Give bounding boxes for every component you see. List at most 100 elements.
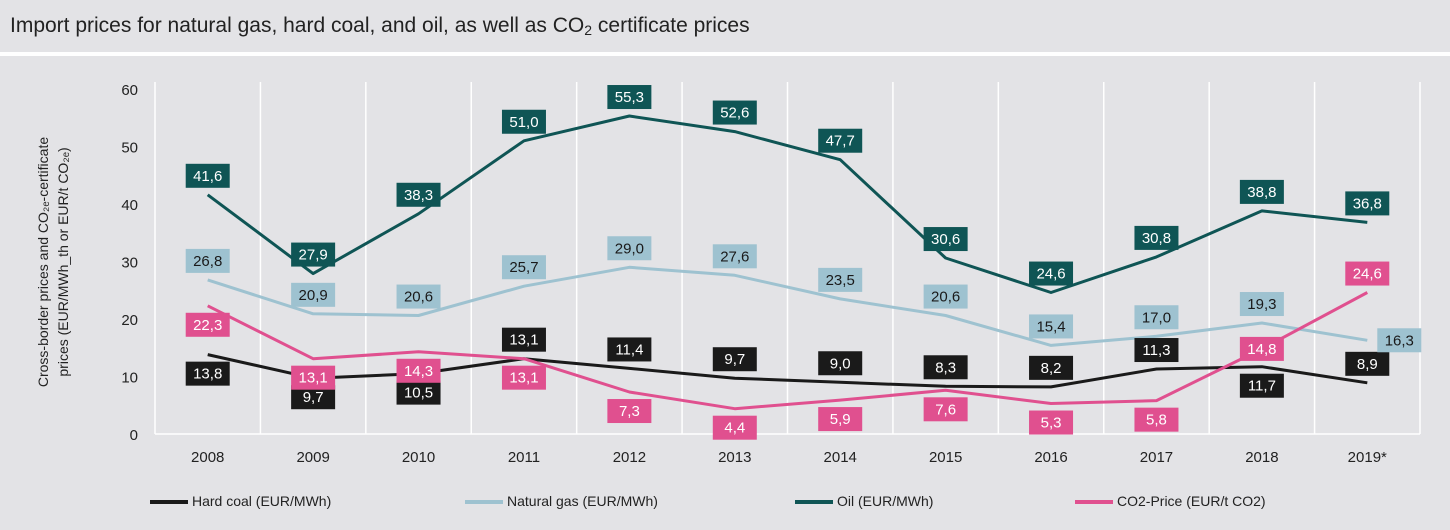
data-label-oil: 30,8 <box>1134 225 1179 250</box>
x-tick-label: 2019* <box>1348 449 1387 466</box>
data-label-text: 13,1 <box>509 370 538 387</box>
data-label-box <box>1345 351 1390 376</box>
data-label-oil: 41,6 <box>185 163 230 188</box>
data-label-text: 9,0 <box>830 355 851 372</box>
data-label-oil: 51,0 <box>501 109 546 134</box>
data-label-coal: 8,3 <box>923 355 968 380</box>
data-label-oil: 55,3 <box>607 85 652 110</box>
data-label-box <box>818 128 863 153</box>
data-label-text: 20,6 <box>404 289 433 306</box>
data-label-box <box>712 347 757 372</box>
data-label-co2: 14,8 <box>1239 336 1284 361</box>
data-label-text: 29,0 <box>615 240 644 257</box>
data-label-co2: 13,1 <box>291 365 336 390</box>
data-label-text: 47,7 <box>826 133 855 150</box>
data-label-gas: 27,6 <box>712 244 757 269</box>
data-label-box <box>1029 314 1074 339</box>
data-label-coal: 13,1 <box>501 327 546 352</box>
grid-lines <box>154 82 1421 434</box>
legend-label: CO2-Price (EUR/t CO2) <box>1117 493 1266 509</box>
data-label-text: 17,0 <box>1142 309 1171 326</box>
data-label-box <box>501 327 546 352</box>
data-label-text: 51,0 <box>509 114 538 131</box>
data-label-box <box>1239 292 1284 317</box>
x-tick-label: 2013 <box>718 449 751 466</box>
data-label-text: 27,9 <box>299 247 328 264</box>
data-label-gas: 20,9 <box>291 282 336 307</box>
x-tick-label: 2018 <box>1245 449 1278 466</box>
data-label-oil: 38,8 <box>1239 179 1284 204</box>
data-label-box <box>607 337 652 362</box>
data-label-box <box>818 267 863 292</box>
data-label-text: 11,3 <box>1142 342 1170 359</box>
data-label-text: 14,8 <box>1247 341 1276 358</box>
legend-label: Hard coal (EUR/MWh) <box>192 493 332 509</box>
data-label-text: 20,6 <box>931 289 960 306</box>
data-label-text: 7,3 <box>619 403 640 420</box>
x-tick-label: 2009 <box>296 449 329 466</box>
data-label-oil: 36,8 <box>1345 191 1390 216</box>
data-label-box <box>1239 373 1284 398</box>
data-label-text: 55,3 <box>615 89 644 106</box>
data-label-co2: 14,3 <box>396 358 441 383</box>
data-label-text: 5,8 <box>1146 412 1167 429</box>
data-label-box <box>185 312 230 337</box>
data-label-gas: 20,6 <box>923 284 968 309</box>
data-label-text: 26,8 <box>193 253 222 270</box>
data-label-coal: 11,4 <box>607 337 652 362</box>
legend-swatch <box>795 500 833 504</box>
data-label-coal: 8,9 <box>1345 351 1390 376</box>
data-label-gas: 17,0 <box>1134 305 1179 330</box>
chart-title: Import prices for natural gas, hard coal… <box>10 14 750 38</box>
data-label-box <box>1134 305 1179 330</box>
x-tick-label: 2016 <box>1034 449 1067 466</box>
legend-swatch <box>150 500 188 504</box>
data-label-box <box>1239 336 1284 361</box>
data-label-box <box>501 255 546 280</box>
data-label-box <box>607 236 652 261</box>
chart-title-suffix: certificate prices <box>592 14 750 37</box>
y-tick-label: 20 <box>121 312 138 329</box>
data-label-text: 11,4 <box>615 341 643 358</box>
y-tick-label: 0 <box>130 427 138 444</box>
data-label-coal: 13,8 <box>185 361 230 386</box>
data-label-box <box>501 109 546 134</box>
data-label-gas: 20,6 <box>396 284 441 309</box>
data-label-box <box>1029 261 1074 286</box>
data-label-box <box>396 358 441 383</box>
data-label-box <box>291 242 336 267</box>
data-label-co2: 13,1 <box>501 365 546 390</box>
data-label-text: 24,6 <box>1036 266 1065 283</box>
data-label-gas: 29,0 <box>607 236 652 261</box>
data-label-box <box>1377 328 1422 353</box>
data-label-box <box>185 248 230 273</box>
chart-title-main: Import prices for natural gas, hard coal… <box>10 14 585 37</box>
data-label-text: 8,9 <box>1357 356 1378 373</box>
data-label-box <box>1239 179 1284 204</box>
data-label-co2: 24,6 <box>1345 261 1390 286</box>
data-label-text: 5,9 <box>830 411 851 428</box>
data-label-coal: 11,3 <box>1134 338 1179 363</box>
data-label-box <box>818 351 863 376</box>
data-label-text: 8,3 <box>935 359 956 376</box>
data-label-box <box>607 85 652 110</box>
data-label-text: 13,8 <box>193 366 222 383</box>
data-label-text: 24,6 <box>1353 266 1382 283</box>
title-bar: Import prices for natural gas, hard coal… <box>0 0 1450 56</box>
data-label-box <box>185 163 230 188</box>
data-label-text: 30,8 <box>1142 230 1171 247</box>
data-label-box <box>291 365 336 390</box>
data-label-co2: 5,3 <box>1029 410 1074 435</box>
y-axis-title-line2: prices (EUR/MWh_th or EUR/t CO₂ₑ) <box>55 147 71 376</box>
data-label-box <box>712 100 757 125</box>
data-label-box <box>923 227 968 252</box>
data-label-box <box>396 380 441 405</box>
data-label-box <box>291 282 336 307</box>
x-tick-label: 2012 <box>613 449 646 466</box>
data-label-box <box>1134 225 1179 250</box>
line-chart: 0 10 20 30 40 50 60 2008 2009 2010 2011 2012 2013 201… <box>35 82 1422 466</box>
data-label-coal: 9,0 <box>818 351 863 376</box>
data-label-text: 19,3 <box>1247 296 1276 313</box>
x-tick-label: 2015 <box>929 449 962 466</box>
data-label-coal: 11,7 <box>1239 373 1284 398</box>
